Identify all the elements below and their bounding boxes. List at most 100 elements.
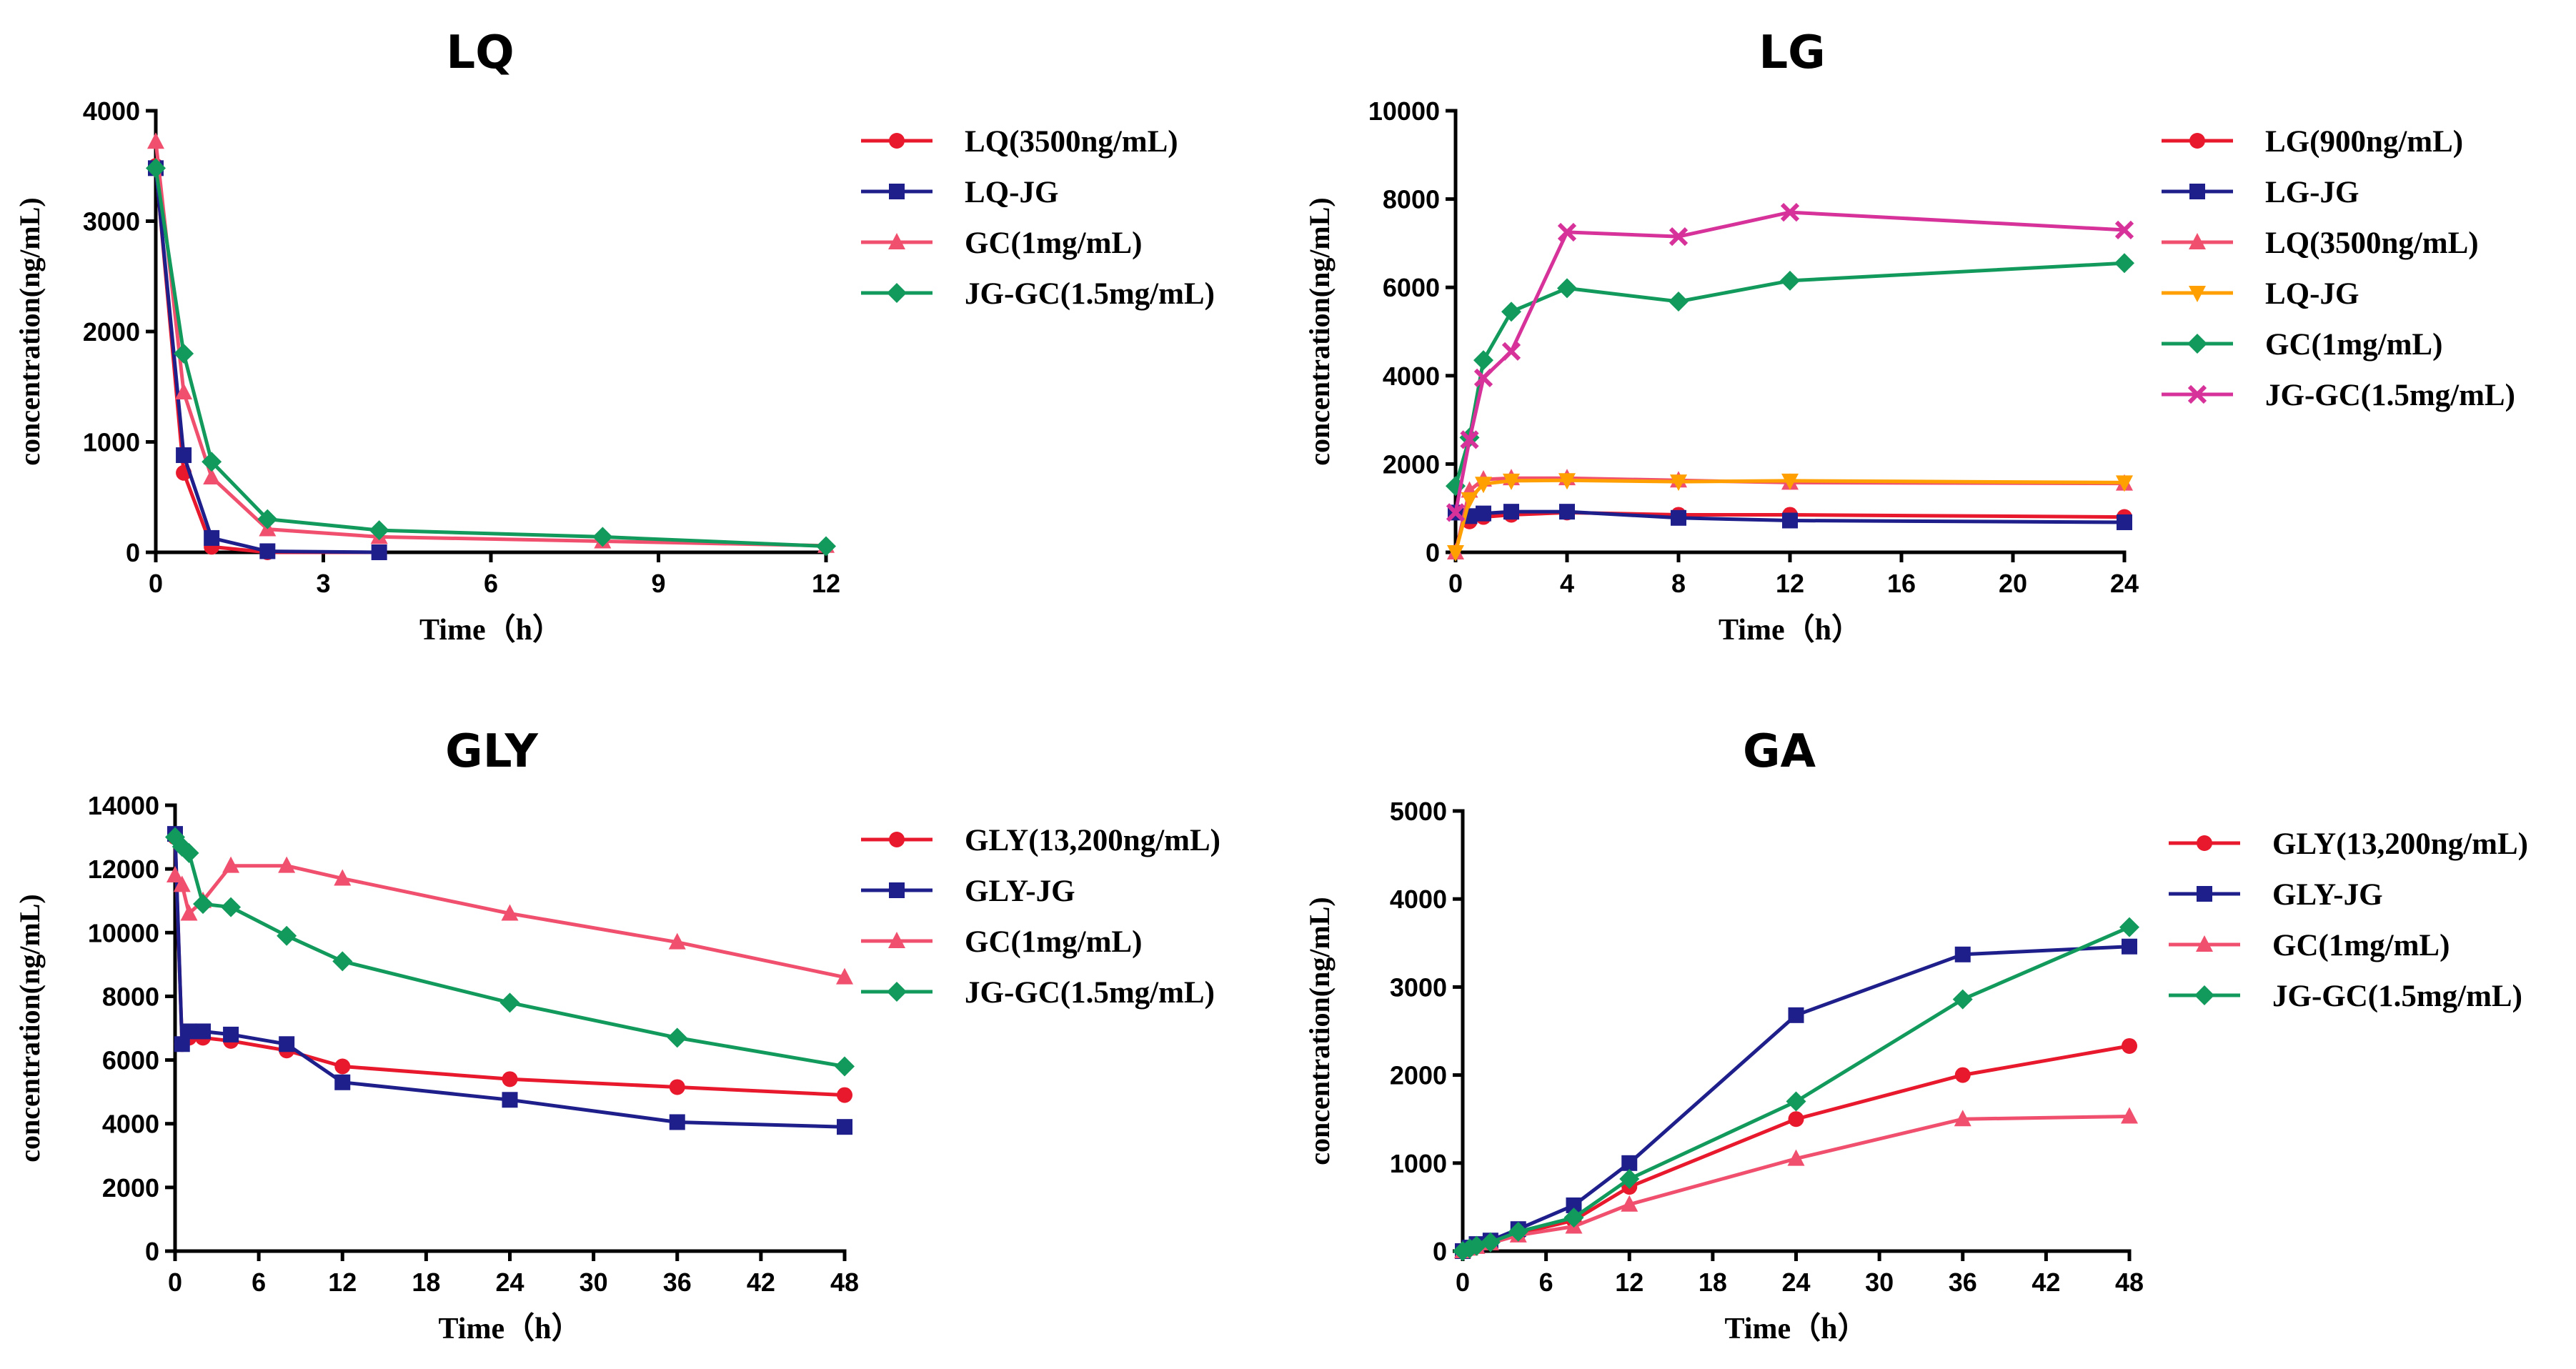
data-point	[1669, 227, 1689, 247]
x-tick-label: 18	[412, 1268, 440, 1297]
data-point	[592, 527, 613, 547]
y-tick-label: 4000	[1390, 885, 1447, 914]
legend-item: LQ(3500ng/mL)	[861, 125, 1178, 159]
data-point	[174, 343, 194, 364]
data-point	[334, 869, 352, 886]
y-tick-label: 0	[126, 538, 140, 567]
legend-item: LG(900ng/mL)	[2162, 125, 2463, 159]
data-point	[257, 509, 278, 529]
x-tick-label: 36	[663, 1268, 692, 1297]
data-point	[1473, 350, 1493, 371]
data-point	[1559, 504, 1575, 520]
chart-title: GA	[1743, 725, 1816, 778]
x-axis-title: Time（h）	[1725, 1312, 1868, 1345]
x-tick-label: 0	[149, 569, 163, 598]
y-axis-title: concentration(ng/mL)	[14, 894, 46, 1163]
x-tick-label: 42	[747, 1268, 775, 1297]
x-tick-label: 48	[830, 1268, 859, 1297]
x-tick-label: 12	[1776, 569, 1804, 598]
legend-label: LQ(3500ng/mL)	[965, 125, 1178, 159]
legend-item: LQ(3500ng/mL)	[2162, 226, 2479, 260]
legend-marker	[2187, 334, 2207, 354]
data-point	[501, 904, 519, 921]
legend-label: LQ-JG	[2265, 277, 2359, 311]
series-line	[173, 864, 845, 980]
data-point	[668, 932, 686, 950]
y-tick-label: 10000	[88, 918, 159, 947]
legend-item: JG-GC(1.5mg/mL)	[2169, 980, 2522, 1013]
data-point	[179, 842, 199, 863]
y-tick-label: 2000	[102, 1173, 159, 1203]
y-tick-label: 8000	[102, 982, 159, 1011]
series-line	[1453, 210, 2125, 513]
legend-marker	[2197, 835, 2212, 851]
legend-label: JG-GC(1.5mg/mL)	[2265, 379, 2515, 412]
legend-marker	[2189, 233, 2206, 249]
data-point	[2119, 917, 2139, 937]
data-point	[1670, 474, 1687, 492]
data-point	[1787, 1149, 1805, 1166]
x-tick-label: 48	[2115, 1268, 2144, 1297]
data-point	[667, 1027, 687, 1048]
data-point	[1558, 473, 1576, 490]
x-tick-label: 6	[252, 1268, 266, 1297]
y-tick-label: 14000	[88, 791, 159, 820]
y-tick-label: 1000	[83, 428, 140, 457]
legend-item: LQ-JG	[861, 176, 1058, 209]
x-tick-label: 36	[1949, 1268, 1977, 1297]
data-point	[204, 529, 220, 546]
x-tick-label: 3	[316, 569, 330, 598]
legend-marker	[887, 283, 907, 303]
data-point	[669, 1079, 685, 1095]
data-point	[1503, 504, 1519, 520]
data-point	[1461, 492, 1478, 509]
data-point	[1788, 1111, 1804, 1127]
series-jg-gc-1-5mg-ml	[165, 827, 855, 1077]
x-axis-title: Time（h）	[419, 613, 562, 647]
data-point	[499, 992, 520, 1013]
y-axis-title: concentration(ng/mL)	[1303, 197, 1336, 466]
legend-marker	[2196, 935, 2213, 952]
data-point	[175, 382, 193, 399]
legend-item: GLY(13,200ng/mL)	[861, 824, 1220, 857]
series-lq-jg	[1447, 473, 2133, 562]
legend-label: GC(1mg/mL)	[2265, 328, 2442, 362]
data-point	[334, 1058, 351, 1075]
x-tick-label: 6	[484, 569, 498, 598]
data-point	[1669, 291, 1689, 312]
data-point	[1780, 203, 1800, 222]
data-point	[180, 904, 198, 921]
x-tick-label: 18	[1699, 1268, 1727, 1297]
data-point	[835, 1056, 855, 1077]
data-point	[1480, 1232, 1501, 1253]
data-point	[2121, 1107, 2138, 1124]
x-tick-label: 0	[1448, 569, 1463, 598]
data-point	[221, 897, 242, 917]
data-point	[277, 925, 297, 946]
x-axis-title: Time（h）	[439, 1312, 582, 1345]
legend-label: LG(900ng/mL)	[2265, 125, 2463, 159]
panel-gly: GLY 0 2000 4000 6000 8000 10000 12000 14000 0 6 12 1…	[14, 725, 1220, 1345]
data-point	[1503, 473, 1520, 490]
y-tick-label: 2000	[1390, 1061, 1447, 1090]
data-point	[836, 967, 853, 985]
legend-label: JG-GC(1.5mg/mL)	[2272, 980, 2522, 1013]
legend-marker	[889, 832, 905, 847]
x-tick-label: 0	[1456, 1268, 1470, 1297]
series-gly-jg	[167, 826, 852, 1135]
data-point	[837, 1119, 852, 1135]
panel-lg: LG 0 2000 4000 6000 8000 10000 0 4 8 12 16 20 24 Time（…	[1303, 26, 2515, 647]
legend-label: JG-GC(1.5mg/mL)	[965, 277, 1215, 311]
data-point	[1501, 342, 1521, 361]
data-point	[332, 951, 353, 972]
legend-label: LG-JG	[2265, 176, 2359, 209]
data-point	[174, 1036, 190, 1052]
data-point	[1475, 477, 1492, 494]
legend-marker	[888, 233, 905, 249]
legend-marker	[889, 184, 905, 199]
data-point	[816, 536, 836, 557]
x-tick-label: 8	[1671, 569, 1686, 598]
x-tick-label: 20	[1999, 569, 2027, 598]
legend-label: GC(1mg/mL)	[965, 925, 1142, 959]
legend-item: GC(1mg/mL)	[2169, 929, 2450, 962]
